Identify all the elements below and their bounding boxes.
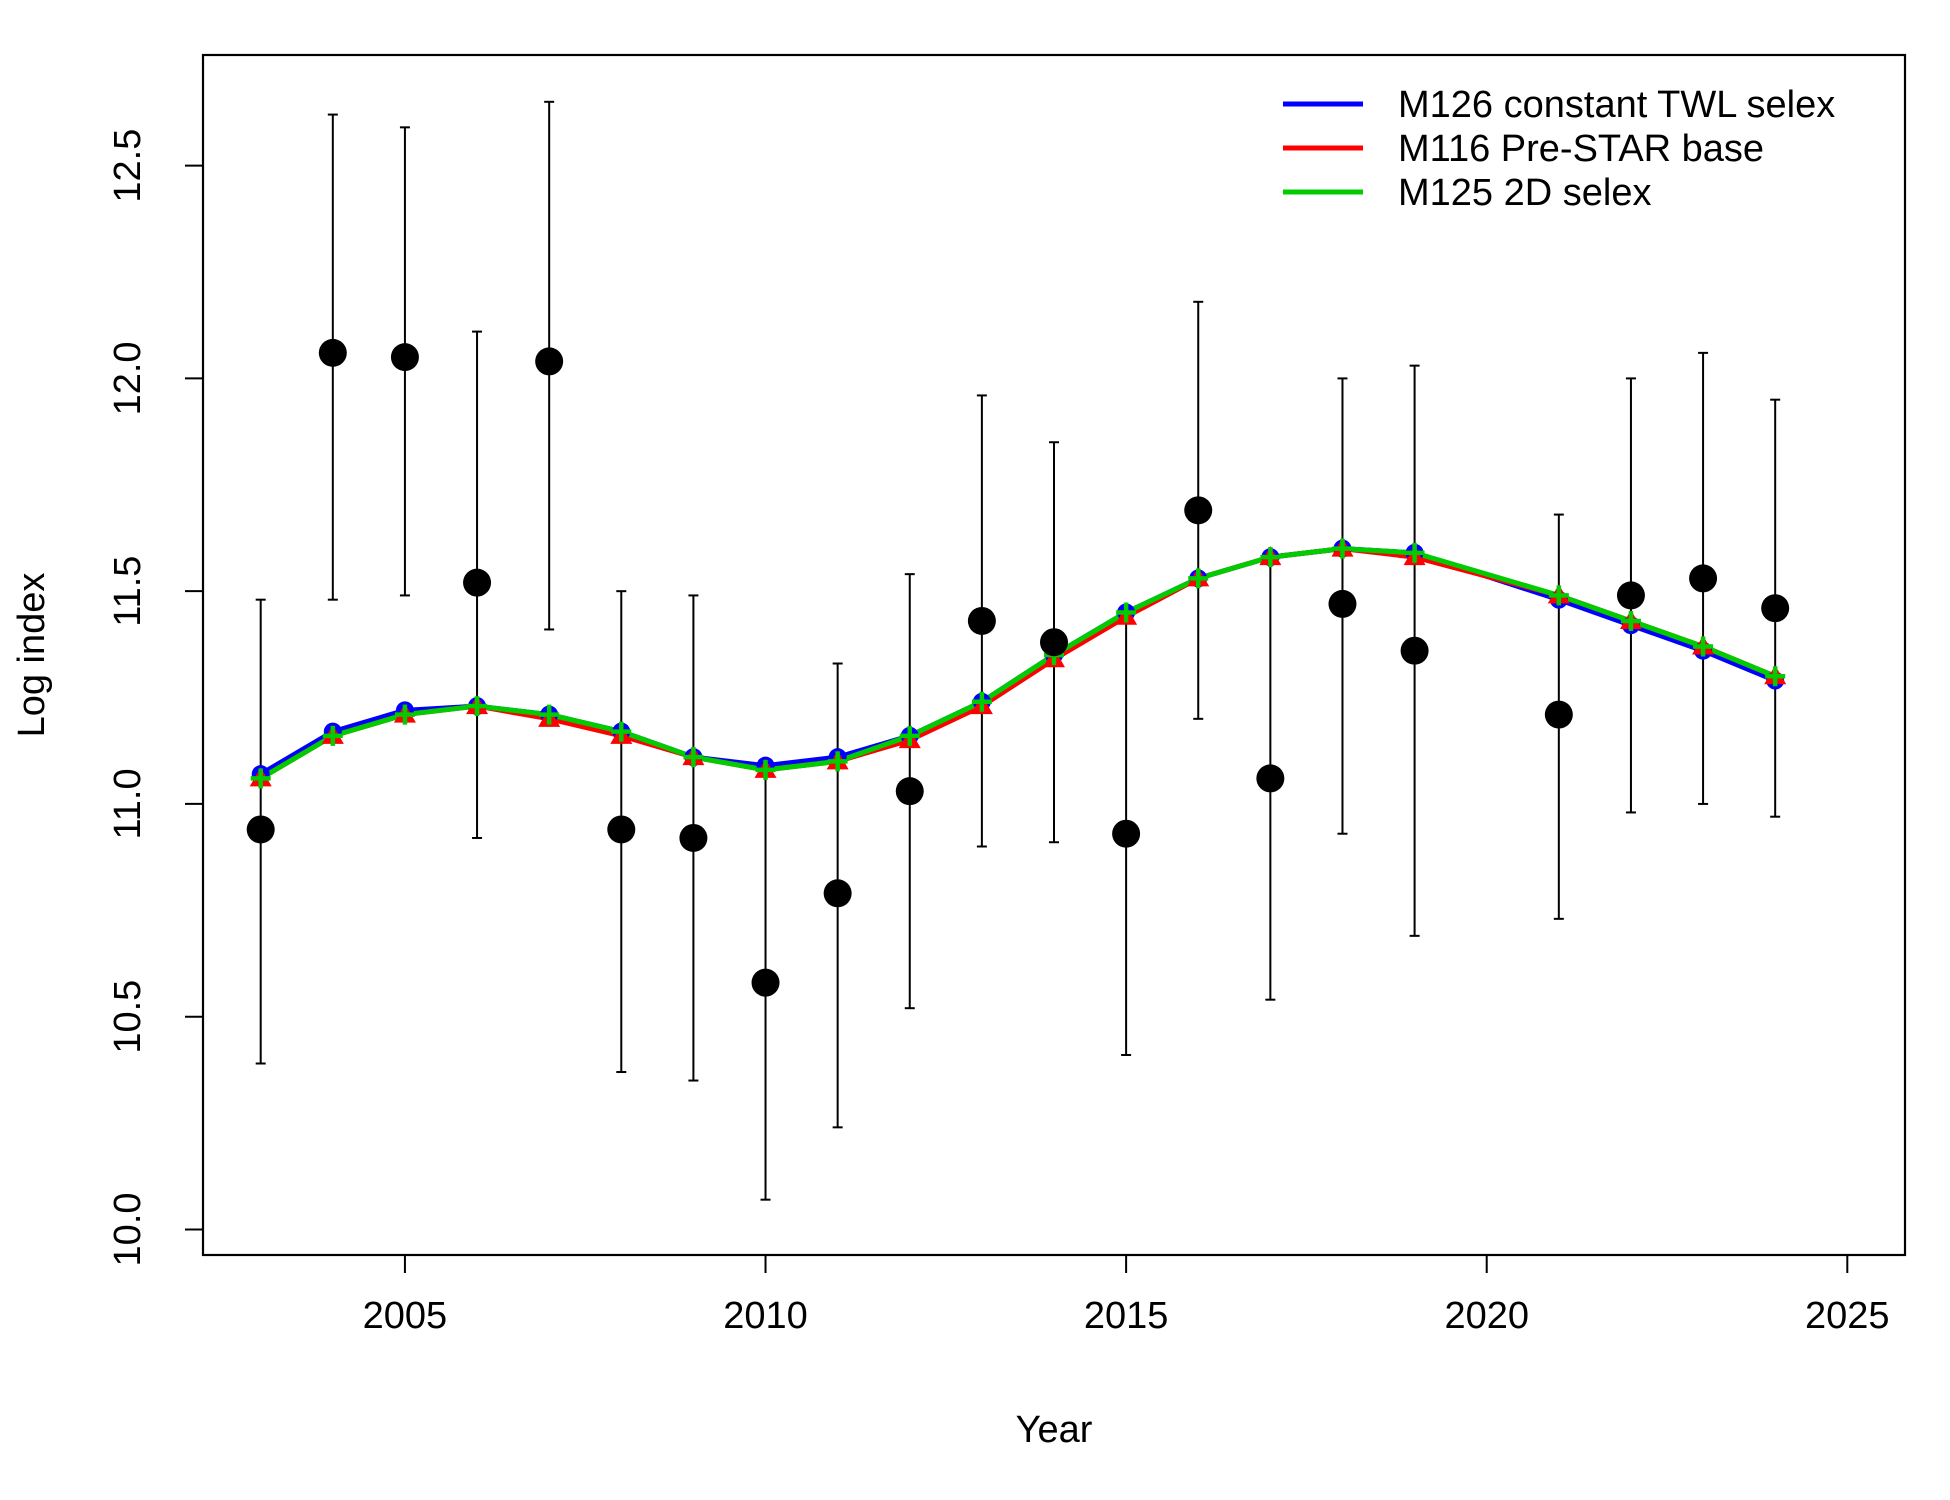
series-point-2 <box>1620 610 1641 631</box>
series-point-2 <box>1404 542 1425 563</box>
observation-point <box>1616 581 1645 610</box>
observation-point <box>1761 594 1790 623</box>
series-markers <box>249 537 1787 789</box>
legend-label: M126 constant TWL selex <box>1398 84 1835 126</box>
observation-point <box>1040 628 1068 657</box>
y-tick-label: 12.5 <box>107 129 149 203</box>
observation-point <box>1544 700 1573 729</box>
observation-point <box>390 343 419 372</box>
series-point-2 <box>1260 547 1281 568</box>
series-point-2 <box>1188 568 1209 589</box>
series-point-2 <box>971 691 992 712</box>
series-point-2 <box>1765 666 1786 687</box>
observation-point <box>1256 764 1285 793</box>
series-point-2 <box>1548 585 1569 606</box>
series-point-2 <box>322 725 343 746</box>
observation-point <box>679 823 708 852</box>
x-tick-label: 2020 <box>1444 1295 1529 1337</box>
series-point-2 <box>683 747 704 768</box>
observation-point <box>246 815 275 844</box>
observation-point <box>607 815 636 844</box>
series-point-2 <box>827 751 848 772</box>
y-axis: 10.0 10.5 11.0 11.5 12.0 12.5 <box>107 129 203 1266</box>
series-point-2 <box>755 759 776 780</box>
x-axis-label: Year <box>1016 1409 1093 1451</box>
series-point-2 <box>1332 538 1353 559</box>
series-point-2 <box>467 696 488 717</box>
observation-point <box>1184 496 1213 525</box>
y-tick-label: 10.5 <box>107 980 149 1054</box>
series-point-2 <box>250 768 271 789</box>
y-tick-label: 12.0 <box>107 341 149 415</box>
y-tick-label: 11.5 <box>107 556 149 627</box>
x-axis: 2005 2010 2015 2020 2025 <box>363 1255 1890 1337</box>
observation-point <box>1328 589 1357 618</box>
observation-point <box>318 338 347 367</box>
observation-point <box>751 968 780 997</box>
x-tick-label: 2010 <box>723 1295 808 1337</box>
observation-point <box>1689 564 1718 593</box>
observation-point <box>535 347 564 376</box>
series-point-2 <box>899 725 920 746</box>
observation-point <box>1400 636 1429 665</box>
observation-point <box>463 568 492 597</box>
plot-frame <box>201 53 1907 1257</box>
series-point-2 <box>1116 602 1137 623</box>
observation-point <box>895 777 924 806</box>
y-tick-label: 11.0 <box>107 768 149 839</box>
legend-label: M125 2D selex <box>1398 172 1651 214</box>
series-point-2 <box>539 704 560 725</box>
observation-point <box>1112 819 1141 848</box>
x-tick-label: 2005 <box>363 1295 448 1337</box>
observation-point <box>823 879 852 908</box>
observation-points <box>246 338 1790 997</box>
observation-point <box>967 606 996 635</box>
series-point-2 <box>1693 636 1714 657</box>
x-tick-label: 2025 <box>1805 1295 1890 1337</box>
legend-label: M116 Pre-STAR base <box>1398 128 1764 170</box>
series-point-2 <box>394 704 415 725</box>
x-tick-label: 2015 <box>1084 1295 1169 1337</box>
y-axis-label: Log index <box>11 573 53 738</box>
series-point-2 <box>611 721 632 742</box>
y-tick-label: 10.0 <box>107 1192 149 1266</box>
